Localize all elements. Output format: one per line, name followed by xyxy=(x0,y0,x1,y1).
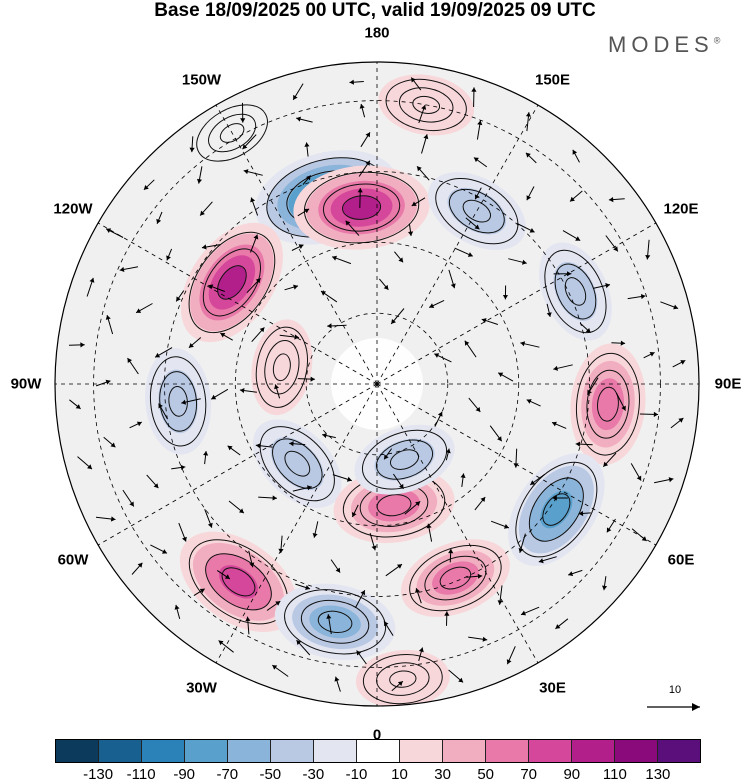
colorbar-tick-label: -110 xyxy=(127,766,156,783)
longitude-label: 90E xyxy=(715,376,742,393)
colorbar-swatch xyxy=(615,740,658,762)
colorbar-tick-label: -10 xyxy=(346,766,368,783)
colorbar-tick-label: -70 xyxy=(216,766,238,783)
colorbar-swatch xyxy=(271,740,314,762)
colorbar-swatch xyxy=(400,740,443,762)
colorbar-swatch xyxy=(486,740,529,762)
longitude-label: 150E xyxy=(535,72,570,89)
polar-map xyxy=(0,0,750,735)
colorbar-tick-label: -90 xyxy=(173,766,195,783)
colorbar-swatch xyxy=(56,740,99,762)
longitude-label: 180 xyxy=(364,25,389,42)
colorbar-tick-label: 50 xyxy=(477,766,494,783)
brand-name: MODES xyxy=(608,32,714,57)
colorbar-tick-label: 30 xyxy=(434,766,451,783)
colorbar-swatch xyxy=(228,740,271,762)
colorbar-tick-label: -30 xyxy=(303,766,325,783)
colorbar-swatch xyxy=(99,740,142,762)
longitude-label: 120E xyxy=(663,200,698,217)
colorbar-swatch xyxy=(658,740,700,762)
longitude-label: 90W xyxy=(11,376,42,393)
longitude-label: 120W xyxy=(53,200,92,217)
longitude-label: 30E xyxy=(539,680,566,697)
longitude-label: 30W xyxy=(186,680,217,697)
colorbar-swatch xyxy=(314,740,357,762)
brand-logo: MODES® xyxy=(608,32,720,58)
colorbar-swatch xyxy=(185,740,228,762)
colorbar-tick-label: 10 xyxy=(391,766,408,783)
colorbar-tick-label: 110 xyxy=(603,766,627,783)
colorbar-swatch xyxy=(142,740,185,762)
reference-vector xyxy=(647,703,700,711)
colorbar-swatch xyxy=(572,740,615,762)
colorbar-swatch xyxy=(357,740,400,762)
colorbar-swatch xyxy=(443,740,486,762)
colorbar-tick-label: -50 xyxy=(259,766,281,783)
longitude-label: 150W xyxy=(182,72,221,89)
longitude-label: 60E xyxy=(668,551,695,568)
longitude-label: 60W xyxy=(58,551,89,568)
colorbar-labels: -130 -110 -90 -70 -50 -30 -10 10 30 50 70 90 110 130 xyxy=(55,766,701,784)
colorbar-tick-label: -130 xyxy=(83,766,113,783)
colorbar-swatch xyxy=(529,740,572,762)
colorbar-tick-label: 90 xyxy=(563,766,580,783)
colorbar-tick-label: 130 xyxy=(645,766,670,783)
colorbar-tick-label: 70 xyxy=(520,766,537,783)
page-title: Base 18/09/2025 00 UTC, valid 19/09/2025… xyxy=(0,0,750,22)
reference-vector-label: 10 xyxy=(669,684,681,696)
brand-mark: ® xyxy=(714,36,721,46)
colorbar xyxy=(55,739,701,763)
